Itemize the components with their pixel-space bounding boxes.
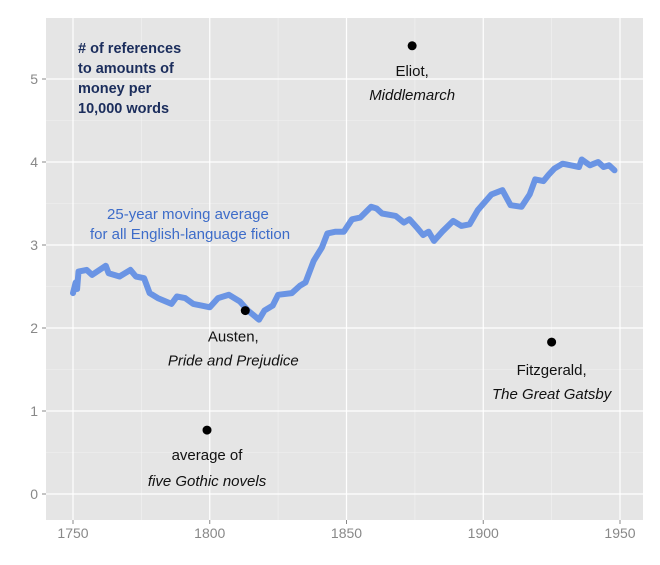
point-title: Middlemarch bbox=[369, 87, 455, 104]
y-tick-label: 2 bbox=[30, 320, 38, 336]
series-label-line: 25-year moving average bbox=[107, 206, 269, 223]
series-label: 25-year moving average for all English-l… bbox=[90, 206, 290, 243]
y-axis-label-line: money per bbox=[78, 81, 152, 97]
series-label-line: for all English-language fiction bbox=[90, 226, 290, 243]
point-label: Fitzgerald, bbox=[517, 362, 587, 379]
point-label: Eliot, bbox=[395, 63, 428, 80]
book-point bbox=[240, 306, 250, 316]
book-point bbox=[202, 425, 212, 435]
point-title: five Gothic novels bbox=[148, 473, 267, 490]
x-tick-label: 1850 bbox=[331, 525, 362, 541]
book-point bbox=[547, 337, 557, 347]
x-tick-label: 1800 bbox=[194, 525, 225, 541]
axis-ticks: 1750 1800 1850 1900 1950 0 1 2 3 4 5 bbox=[30, 71, 636, 541]
book-points: Eliot, Middlemarch Austen, Pride and Prejud… bbox=[148, 41, 613, 490]
y-tick-label: 4 bbox=[30, 154, 38, 170]
y-axis-label-line: 10,000 words bbox=[78, 101, 169, 117]
x-tick-label: 1750 bbox=[57, 525, 88, 541]
point-title: Pride and Prejudice bbox=[168, 353, 299, 370]
x-tick-label: 1950 bbox=[604, 525, 635, 541]
y-axis-label-line: # of references bbox=[78, 41, 181, 57]
point-title: The Great Gatsby bbox=[492, 386, 613, 403]
book-point bbox=[407, 41, 417, 51]
y-tick-label: 3 bbox=[30, 237, 38, 253]
gridlines bbox=[46, 18, 643, 520]
y-tick-label: 0 bbox=[30, 486, 38, 502]
y-tick-label: 1 bbox=[30, 403, 38, 419]
y-tick-label: 5 bbox=[30, 71, 38, 87]
moving-average-line bbox=[70, 156, 618, 323]
x-tick-label: 1900 bbox=[468, 525, 499, 541]
plot-panel bbox=[46, 18, 643, 520]
point-label: average of bbox=[172, 447, 244, 464]
point-label: Austen, bbox=[208, 329, 259, 346]
y-axis-label: # of references to amounts of money per … bbox=[78, 41, 185, 117]
y-axis-label-line: to amounts of bbox=[78, 61, 174, 77]
